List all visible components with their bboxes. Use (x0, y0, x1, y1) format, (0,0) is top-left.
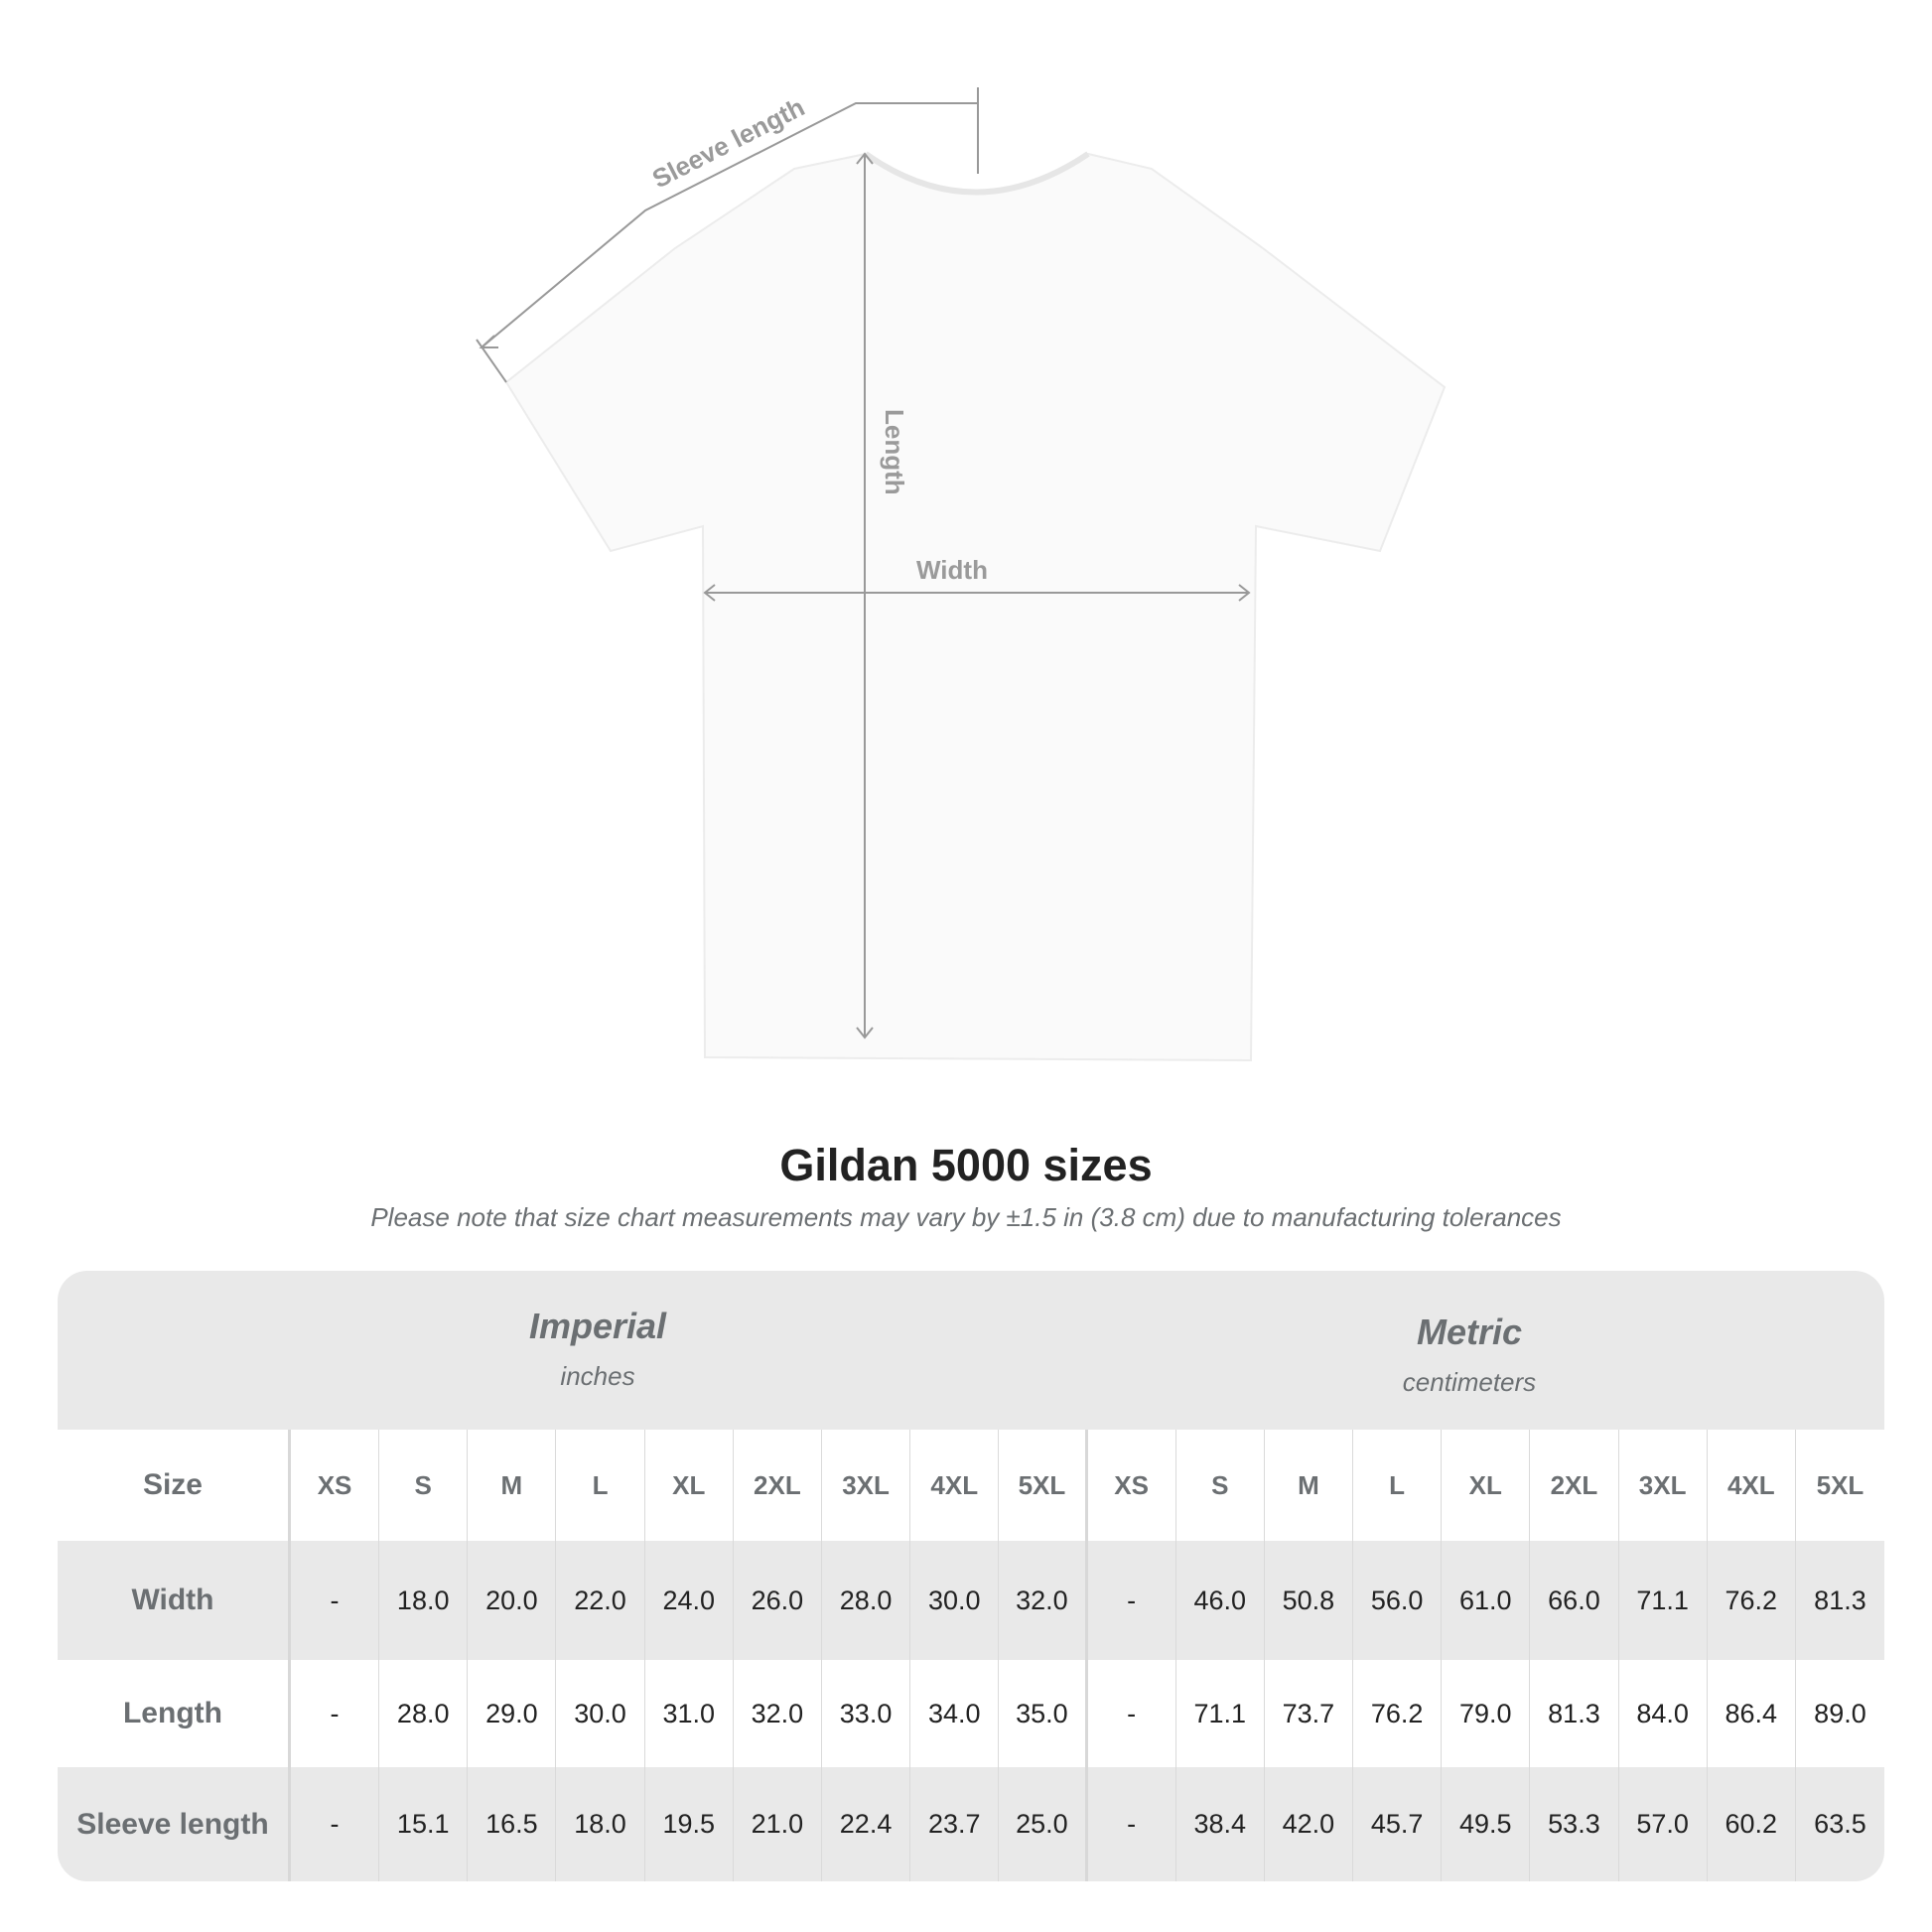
imperial-header: Imperial inches (349, 1306, 846, 1392)
table-cell: 38.4 (1176, 1767, 1265, 1881)
tshirt-shape (504, 152, 1447, 1062)
table-cell: 20.0 (468, 1541, 557, 1660)
table-row-sleeve-length: Sleeve length -15.1 16.5 18.0 19.5 21.0 22.4 23… (58, 1767, 1884, 1881)
table-cell: 32.0 (999, 1541, 1088, 1660)
metric-header: Metric centimeters (1221, 1311, 1718, 1398)
size-header-imperial: 2XL (734, 1430, 822, 1541)
table-cell: 60.2 (1708, 1767, 1796, 1881)
size-table: Imperial inches Metric centimeters Size … (58, 1271, 1884, 1881)
table-cell: 56.0 (1353, 1541, 1443, 1660)
size-header-imperial: XS (291, 1430, 380, 1541)
table-cell: 35.0 (999, 1660, 1088, 1767)
table-cell: 50.8 (1265, 1541, 1354, 1660)
table-cell: 30.0 (910, 1541, 1000, 1660)
imperial-title: Imperial (528, 1306, 667, 1346)
table-cell: - (291, 1767, 380, 1881)
metric-unit: centimeters (1402, 1367, 1537, 1397)
table-cell: 22.4 (822, 1767, 911, 1881)
table-cell: 22.0 (556, 1541, 645, 1660)
size-row: Size XS S M L XL 2XL 3XL 4XL 5XL XS S M L XL 2XL 3XL 4XL… (58, 1430, 1884, 1541)
size-header-metric: S (1176, 1430, 1265, 1541)
size-header-metric: 4XL (1708, 1430, 1796, 1541)
measurement-lines (476, 87, 1251, 1039)
size-header-imperial: 5XL (999, 1430, 1088, 1541)
size-header-imperial: S (379, 1430, 469, 1541)
table-cell: 42.0 (1265, 1767, 1354, 1881)
size-header-imperial: 4XL (910, 1430, 1000, 1541)
size-header-metric: 5XL (1816, 1469, 1864, 1500)
table-cell: 81.3 (1530, 1660, 1619, 1767)
tolerance-note: Please note that size chart measurements… (370, 1202, 1562, 1232)
table-cell: 84.0 (1619, 1660, 1708, 1767)
size-header-metric: XS (1088, 1430, 1176, 1541)
table-cell: 71.1 (1176, 1660, 1265, 1767)
size-header-imperial: M (468, 1430, 557, 1541)
table-cell: 24.0 (645, 1541, 734, 1660)
imperial-unit: inches (560, 1361, 635, 1391)
table-cell: 63.5 (1814, 1809, 1866, 1839)
width-label: Width (916, 555, 988, 585)
size-header-metric: 2XL (1530, 1430, 1619, 1541)
table-row-width: Width -18.0 20.0 22.0 24.0 26.0 28.0 30.0 32.0-4… (58, 1541, 1884, 1660)
table-cell: 76.2 (1353, 1660, 1443, 1767)
chart-title: Gildan 5000 sizes (779, 1140, 1153, 1190)
table-cell: 19.5 (645, 1767, 734, 1881)
table-cell: 21.0 (734, 1767, 822, 1881)
tshirt-diagram: Sleeve length Length Width (476, 87, 1447, 1062)
table-cell: 30.0 (556, 1660, 645, 1767)
table-cell: 76.2 (1708, 1541, 1796, 1660)
table-cell: - (1088, 1660, 1176, 1767)
size-label: Size (58, 1430, 291, 1541)
table-cell: 32.0 (734, 1660, 822, 1767)
table-cell: - (1088, 1541, 1176, 1660)
table-cell: 81.3 (1814, 1585, 1866, 1615)
table-cell: - (1088, 1767, 1176, 1881)
table-cell: 15.1 (379, 1767, 469, 1881)
table-cell: 26.0 (734, 1541, 822, 1660)
table-cell: 79.0 (1442, 1660, 1531, 1767)
table-cell: 66.0 (1530, 1541, 1619, 1660)
table-cell: 25.0 (999, 1767, 1088, 1881)
size-header-metric: L (1353, 1430, 1443, 1541)
size-header-imperial: XL (645, 1430, 734, 1541)
table-cell: 86.4 (1708, 1660, 1796, 1767)
table-cell: 31.0 (645, 1660, 734, 1767)
table-cell: 28.0 (379, 1660, 469, 1767)
table-cell: 73.7 (1265, 1660, 1354, 1767)
table-cell: 29.0 (468, 1660, 557, 1767)
size-header-metric: 3XL (1619, 1430, 1708, 1541)
size-header-metric: XL (1442, 1430, 1531, 1541)
size-header-imperial: L (556, 1430, 645, 1541)
table-cell: 53.3 (1530, 1767, 1619, 1881)
size-header-metric: M (1265, 1430, 1354, 1541)
table-cell: 28.0 (822, 1541, 911, 1660)
row-label: Width (58, 1541, 291, 1660)
table-cell: 23.7 (910, 1767, 1000, 1881)
size-header-imperial: 3XL (822, 1430, 911, 1541)
table-row-length: Length -28.0 29.0 30.0 31.0 32.0 33.0 34.0 35.0-… (58, 1660, 1884, 1767)
row-label: Length (58, 1660, 291, 1767)
header-band (58, 1271, 1884, 1430)
table-cell: 34.0 (910, 1660, 1000, 1767)
table-cell: 57.0 (1619, 1767, 1708, 1881)
table-cell: 89.0 (1814, 1698, 1866, 1728)
row-label: Sleeve length (58, 1767, 291, 1881)
table-cell: 45.7 (1353, 1767, 1443, 1881)
table-cell: 46.0 (1176, 1541, 1265, 1660)
table-cell: 61.0 (1442, 1541, 1531, 1660)
table-cell: 18.0 (379, 1541, 469, 1660)
table-cell: 33.0 (822, 1660, 911, 1767)
table-cell: - (291, 1541, 380, 1660)
table-cell: 71.1 (1619, 1541, 1708, 1660)
table-cell: 16.5 (468, 1767, 557, 1881)
table-cell: - (291, 1660, 380, 1767)
length-label: Length (880, 409, 909, 495)
metric-title: Metric (1416, 1311, 1523, 1352)
row-band (58, 1541, 1884, 1660)
table-cell: 18.0 (556, 1767, 645, 1881)
table-cell: 49.5 (1442, 1767, 1531, 1881)
row-band (58, 1767, 1884, 1881)
